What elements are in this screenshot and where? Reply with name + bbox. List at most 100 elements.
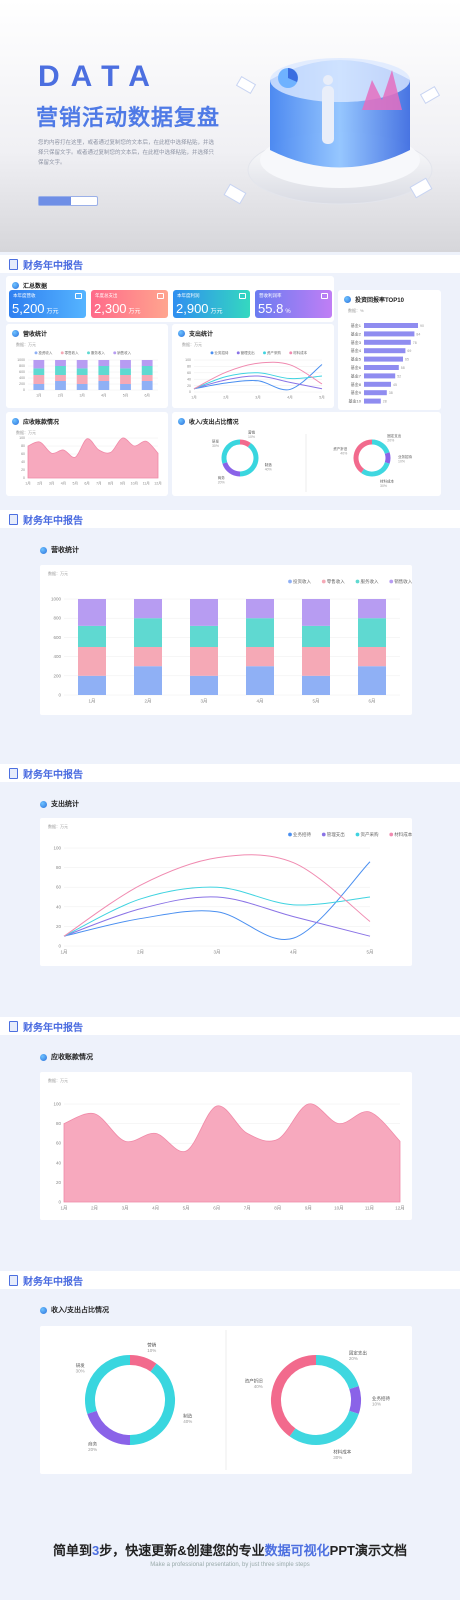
x-tick-label: 1月 (25, 481, 30, 486)
slice-label: 研发 (212, 439, 219, 444)
x-tick-label: 2月 (58, 393, 63, 398)
bar-label: 基金2 (351, 330, 362, 336)
bar (364, 398, 381, 404)
slice-pct: 30% (76, 1369, 85, 1374)
donut-slice (129, 1363, 175, 1445)
bar-label: 基金1 (351, 322, 362, 328)
series-line (63, 861, 371, 941)
x-tick-label: 2月 (37, 481, 42, 486)
x-tick-label: 6月 (368, 699, 375, 705)
donut-slice (289, 1410, 359, 1445)
x-tick-label: 11月 (143, 481, 150, 486)
kpi-number: 5,200 (12, 301, 45, 316)
section-title: 财务年中报告 (23, 515, 83, 527)
expense-chart: 0 20 40 60 80 100 1月 2月 3月 4月 5月 业务招待 管理支出 资产采购 材料成本 (53, 831, 412, 956)
kpi-number: 2,900 (176, 301, 209, 316)
legend-dot (321, 579, 326, 584)
bar-segment (78, 625, 106, 647)
section-title: 财务年中报告 (23, 769, 83, 781)
slice-pct: 20% (349, 1356, 358, 1361)
bar-label: 基金4 (351, 347, 362, 353)
slice-pct: 30% (212, 444, 219, 448)
slice-pct: 30% (333, 1455, 342, 1460)
x-tick-label: 3月 (122, 1206, 129, 1212)
bar-value: 78 (413, 341, 417, 345)
y-tick-label: 80 (21, 444, 25, 448)
slice-label: 商务 (218, 475, 225, 480)
x-tick-label: 6月 (84, 481, 89, 486)
ratio-mini-card: 收入/支出占比情况 营销 10% 制造 40% 商务 20% 研发 30% 固定支出 20% 业务招… (172, 412, 441, 496)
section-header-1: 财务年中报告 (0, 255, 460, 273)
legend-label: 材料成本 (394, 831, 412, 838)
bar-value: 45 (393, 383, 397, 387)
donut-slice (87, 1410, 131, 1445)
receivable-mini-unit: 数据：万元 (16, 430, 36, 435)
legend-dot (288, 579, 292, 584)
kpi-icon (157, 293, 164, 299)
top10-card: 投资回报率TOP10 数据：% 基金1 90 基金2 84 基金3 78 基金4 69 基金5 6… (338, 290, 441, 410)
donut-slice (384, 452, 391, 464)
expense-mini-title: 支出统计 (189, 332, 214, 338)
bullet-icon (40, 800, 47, 808)
legend-label: 管理支出 (241, 350, 255, 355)
kpi-card: 本年度利润 2,900 万元 (173, 290, 250, 318)
y-tick-label: 100 (53, 846, 61, 851)
donut-slice (129, 1355, 157, 1372)
bar-segment (141, 366, 153, 375)
hero-description: 您的内容打在这里，或者通过复制您的文本后，在此框中选择粘贴，并选择只保留文字。或… (38, 140, 215, 166)
x-tick-label: 4月 (101, 393, 106, 398)
receivable-mini-title: 应收账款情况 (23, 420, 60, 426)
slice-label: 业务招待 (398, 454, 412, 459)
bullet-icon (344, 296, 351, 303)
x-tick-label: 11月 (365, 1206, 374, 1212)
legend-label: 投资收入 (293, 578, 311, 585)
report-icon (9, 513, 18, 525)
bar-segment (358, 647, 386, 667)
revenue-chart: 0 200 400 600 800 1000 1月 2月 3月 4月 5月 6月 投资收入 零售收入 服务收… (51, 578, 412, 705)
slice-label: 业务招待 (372, 1395, 390, 1402)
legend-label: 服务收入 (91, 350, 105, 355)
receivable-mini-chart: 0 20 40 60 80 100 1月 2月 3月 4月 5月 6月 7月 8月 9月 10月 11月 12月 (19, 436, 162, 486)
footer-subtitle: Make a professional presentation, by jus… (150, 1562, 310, 1568)
top10-title: 投资回报率TOP10 (344, 295, 404, 304)
y-tick-label: 800 (19, 364, 25, 368)
revenue-unit: 数据：万元 (48, 571, 68, 576)
section-header-5: 财务年中报告 (0, 1271, 460, 1289)
legend-label: 零售收入 (65, 350, 79, 355)
y-tick-label: 0 (23, 388, 25, 392)
slice-pct: 40% (183, 1419, 192, 1424)
bar-value: 65 (405, 358, 409, 362)
slice-pct: 20% (387, 438, 394, 442)
bar-segment (358, 599, 386, 619)
legend-label: 服务收入 (361, 578, 379, 585)
x-tick-label: 12月 (395, 1206, 405, 1212)
area-fill (27, 437, 159, 479)
donut-slice (353, 439, 373, 473)
kpi-value: 2,900 万元 (176, 301, 223, 316)
series-line (193, 372, 323, 390)
y-tick-label: 60 (187, 371, 191, 375)
bar-segment (98, 360, 110, 366)
revenue-mini-unit: 数据：万元 (16, 342, 36, 347)
x-tick-label: 2月 (91, 1206, 98, 1212)
donut-slice (239, 443, 259, 477)
x-tick-label: 10月 (131, 481, 138, 486)
legend-dot (236, 351, 240, 355)
donut-slice (85, 1355, 131, 1414)
legend-dot (389, 579, 394, 584)
bar-segment (246, 599, 274, 619)
x-tick-label: 1月 (88, 699, 95, 705)
y-tick-label: 40 (56, 904, 62, 909)
series-line (193, 375, 323, 390)
bar-value: 90 (420, 324, 424, 328)
bar-segment (55, 375, 66, 381)
bar-segment (302, 675, 330, 695)
x-tick-label: 3月 (200, 699, 207, 705)
legend-dot (389, 832, 394, 837)
x-tick-label: 5月 (73, 481, 78, 486)
x-tick-label: 1月 (60, 1206, 67, 1212)
y-tick-label: 60 (56, 885, 62, 890)
donut-slice (361, 461, 390, 477)
ratio-mini-title: 收入/支出占比情况 (189, 420, 239, 426)
top10-chart: 基金1 90 基金2 84 基金3 78 基金4 69 基金5 65 基金6 58 基金7 52 基金8 45… (349, 322, 424, 404)
